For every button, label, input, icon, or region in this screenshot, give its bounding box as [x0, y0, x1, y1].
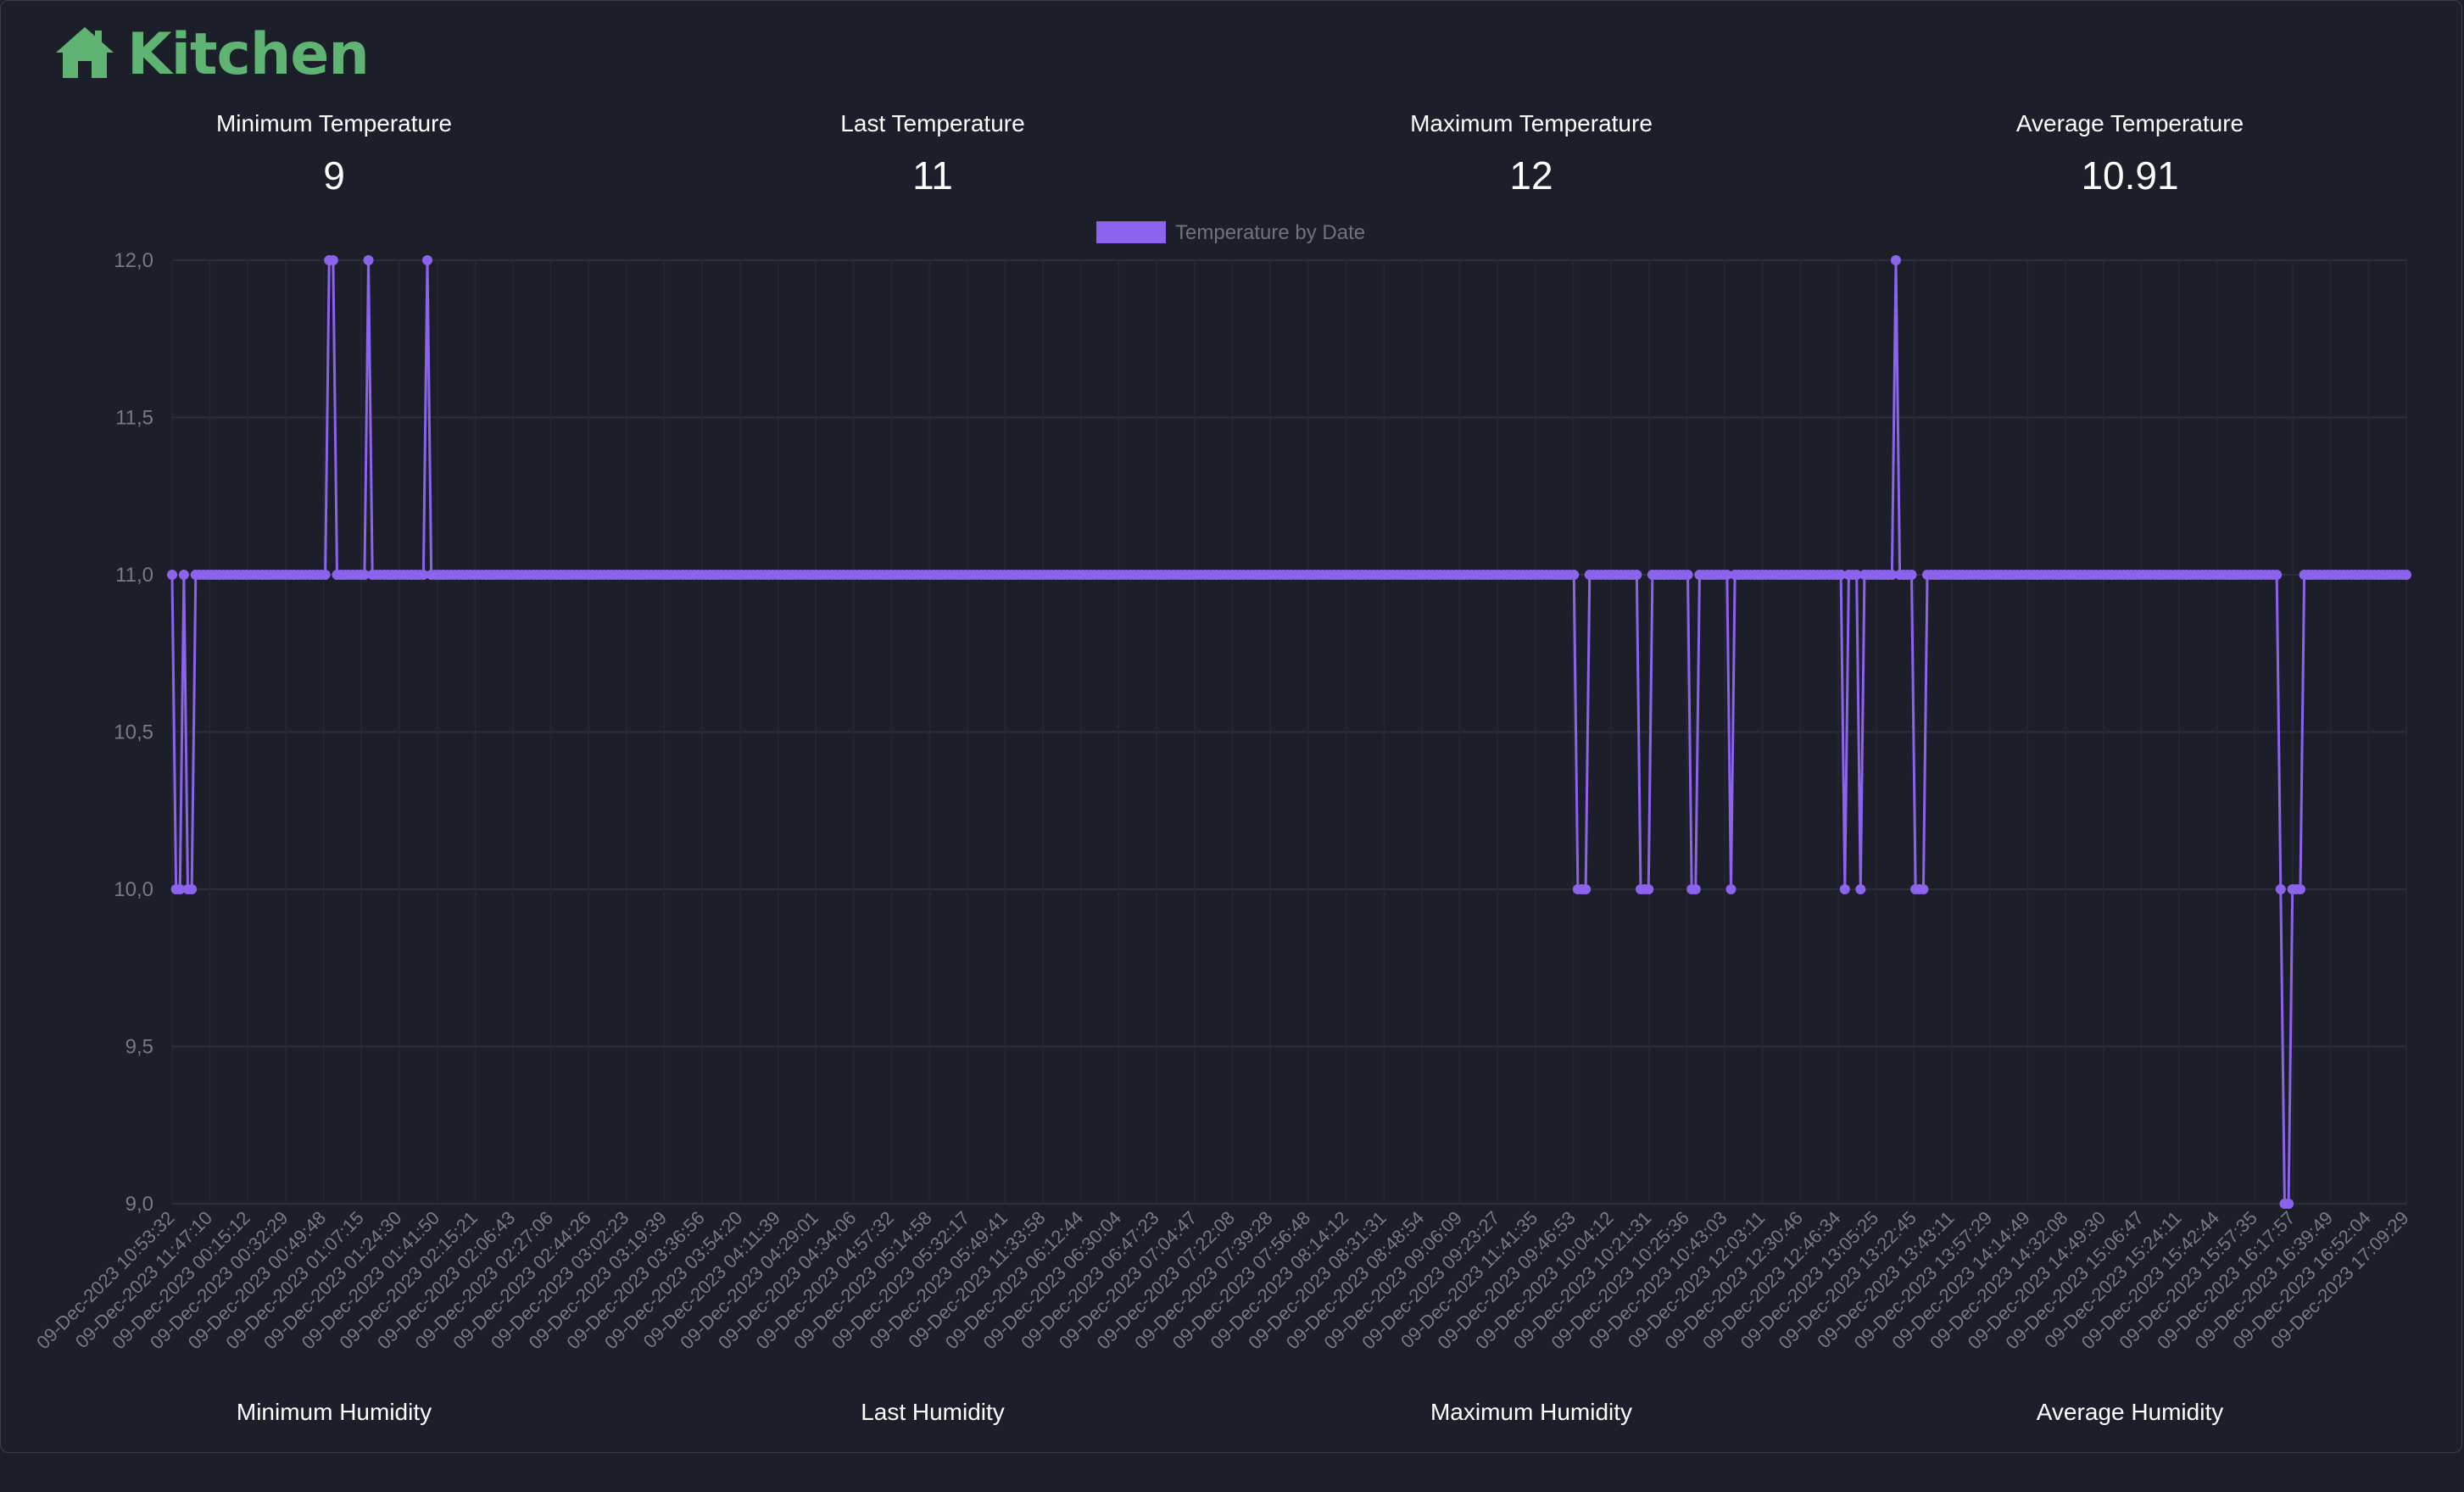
- data-point: [1721, 570, 1732, 580]
- stat-last-temperature: Last Temperature 11: [678, 110, 1187, 198]
- stat-label: Maximum Temperature: [1410, 110, 1653, 136]
- stat-last-humidity: Last Humidity: [678, 1399, 1187, 1426]
- data-point: [327, 255, 338, 265]
- stat-label: Minimum Temperature: [215, 110, 453, 136]
- stat-maximum-temperature: Maximum Temperature 12: [1277, 110, 1786, 198]
- stat-label: Last Temperature: [840, 110, 1025, 136]
- data-point: [175, 884, 186, 894]
- temperature-chart: Temperature by Date 12,0 11,5 11,0 10,5 10,0 9…: [0, 212, 2464, 1399]
- data-point: [359, 570, 370, 580]
- data-point: [422, 255, 433, 265]
- data-point: [1569, 570, 1580, 580]
- page-title: Kitchen: [127, 20, 370, 88]
- data-point: [1682, 570, 1693, 580]
- data-point: [363, 255, 374, 265]
- data-point: [1836, 570, 1847, 580]
- temperature-stats: Minimum Temperature 9 Last Temperature 1…: [0, 110, 2464, 203]
- stat-label: Minimum Humidity: [236, 1399, 432, 1425]
- stat-value: 12: [1509, 153, 1553, 198]
- data-point: [2294, 884, 2305, 894]
- y-tick-label: 10,0: [114, 878, 153, 901]
- temperature-line-chart: Temperature by Date 12,0 11,5 11,0 10,5 10,0 9…: [32, 221, 2413, 1353]
- data-point: [1851, 570, 1862, 580]
- data-point: [187, 884, 198, 894]
- data-point: [167, 570, 177, 580]
- stat-label: Maximum Humidity: [1430, 1399, 1633, 1425]
- data-point: [1855, 884, 1866, 894]
- y-tick-label: 11,5: [115, 407, 153, 430]
- y-tick-label: 9,0: [125, 1193, 153, 1216]
- page-header: Kitchen: [54, 20, 370, 88]
- data-point: [1918, 884, 1929, 894]
- data-point: [1887, 570, 1898, 580]
- humidity-stats: Minimum Humidity Last Humidity Maximum H…: [0, 1399, 2464, 1492]
- stat-label: Average Humidity: [2036, 1399, 2224, 1425]
- data-point: [1580, 884, 1592, 894]
- y-tick-label: 9,5: [125, 1036, 153, 1059]
- stat-minimum-temperature: Minimum Temperature 9: [80, 110, 588, 198]
- data-point: [418, 570, 429, 580]
- data-point: [2283, 1199, 2294, 1209]
- data-point: [1643, 884, 1654, 894]
- data-point: [1839, 884, 1850, 894]
- y-tick-label: 10,5: [114, 721, 153, 744]
- stat-average-humidity: Average Humidity: [1876, 1399, 2384, 1426]
- stat-average-temperature: Average Temperature 10.91: [1876, 110, 2384, 198]
- legend-swatch: [1096, 221, 1166, 243]
- app-window: [0, 0, 2462, 1453]
- data-point: [1631, 570, 1642, 580]
- data-point: [1725, 884, 1737, 894]
- data-point: [178, 570, 189, 580]
- data-point: [1690, 884, 1701, 894]
- data-point: [1890, 255, 1901, 265]
- data-point: [2275, 884, 2286, 894]
- stat-label: Last Humidity: [861, 1399, 1005, 1425]
- stat-label: Average Temperature: [2015, 110, 2244, 136]
- home-icon: [54, 25, 115, 84]
- legend-label: Temperature by Date: [1175, 221, 1365, 244]
- data-point: [1906, 570, 1917, 580]
- y-tick-label: 11,0: [115, 564, 153, 587]
- stat-value: 9: [323, 153, 345, 198]
- data-point: [2272, 570, 2283, 580]
- stat-minimum-humidity: Minimum Humidity: [80, 1399, 588, 1426]
- stat-maximum-humidity: Maximum Humidity: [1277, 1399, 1786, 1426]
- stat-value: 10.91: [2081, 153, 2179, 198]
- data-point: [320, 570, 331, 580]
- y-tick-label: 12,0: [114, 249, 153, 272]
- data-point: [2401, 570, 2411, 580]
- stat-value: 11: [912, 153, 953, 198]
